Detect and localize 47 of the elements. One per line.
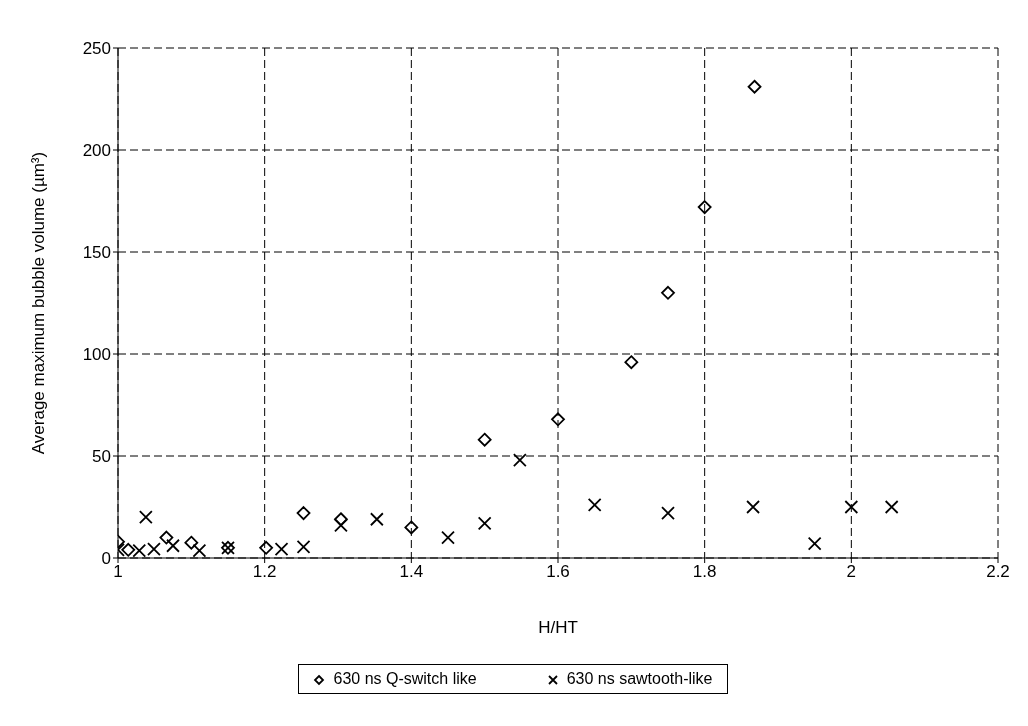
point [551, 412, 565, 427]
x-tick-label: 2 [846, 562, 857, 582]
point [512, 453, 527, 467]
legend-label: 630 ns sawtooth-like [565, 670, 713, 688]
point [441, 530, 455, 545]
point [296, 539, 311, 554]
y-tick-label: 100 [82, 345, 111, 365]
point [138, 510, 153, 525]
point [274, 542, 289, 556]
point [587, 498, 602, 512]
point [884, 500, 899, 514]
legend-label: 630 ns Q-switch like [332, 670, 477, 688]
point [369, 512, 384, 527]
point [807, 536, 822, 551]
point [184, 535, 199, 550]
point [477, 516, 492, 531]
point [477, 432, 492, 447]
point [844, 500, 859, 514]
x-tick-label: 1.6 [546, 562, 570, 582]
y-tick-label: 250 [82, 39, 111, 59]
point [159, 530, 174, 545]
point [334, 512, 348, 527]
y-tick-label: 150 [82, 243, 111, 263]
x-tick-label: 1.4 [399, 562, 424, 582]
point [697, 200, 712, 215]
point [404, 520, 419, 535]
point [747, 79, 762, 94]
point [166, 538, 180, 553]
x-tick-label: 1.8 [692, 562, 717, 582]
point [661, 506, 675, 521]
y-tick-label: 0 [101, 549, 111, 569]
point [624, 355, 639, 370]
y-tick-label: 200 [82, 141, 111, 161]
point [334, 518, 348, 533]
x-axis-title: H/HT [538, 618, 578, 637]
point [661, 285, 675, 300]
y-tick-label: 50 [92, 447, 111, 467]
point [192, 543, 207, 558]
x-tick-label: 1.2 [252, 562, 277, 582]
point [296, 506, 311, 521]
x-tick-label: 1 [113, 562, 123, 582]
point [147, 542, 161, 556]
point [746, 500, 760, 514]
y-axis-title: Average maximum bubble volume (µm³) [29, 151, 49, 455]
point [259, 540, 274, 555]
x-tick-label: 2.2 [986, 562, 1010, 582]
point [132, 543, 147, 558]
